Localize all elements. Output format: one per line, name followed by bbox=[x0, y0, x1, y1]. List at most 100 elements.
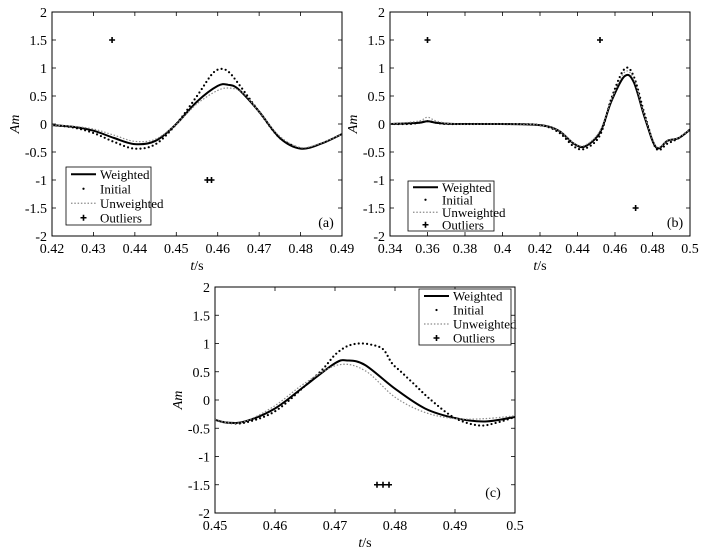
legend-box bbox=[418, 288, 512, 346]
series-initial-point bbox=[242, 421, 246, 424]
series-initial-point bbox=[669, 140, 673, 144]
panel-label: (a) bbox=[318, 216, 334, 231]
series-initial-point bbox=[502, 419, 505, 422]
series-initial-point bbox=[84, 129, 87, 132]
outlier-marker bbox=[109, 37, 116, 43]
series-initial-point bbox=[659, 148, 662, 151]
series-initial-point bbox=[436, 404, 440, 408]
series-initial-point bbox=[461, 420, 464, 423]
series-initial-point bbox=[414, 122, 417, 125]
series-initial-point bbox=[332, 355, 335, 358]
series-initial-point bbox=[135, 147, 138, 150]
series-initial-point bbox=[473, 423, 477, 426]
series-initial-point bbox=[131, 147, 134, 150]
series-initial-point bbox=[454, 417, 457, 420]
x-tick-label: 0.42 bbox=[528, 242, 553, 257]
y-tick-label: -1 bbox=[35, 174, 47, 189]
y-tick-label: 1.5 bbox=[30, 34, 48, 49]
series-initial-point bbox=[167, 131, 170, 134]
series-initial-point bbox=[293, 394, 296, 397]
series-initial-point bbox=[595, 138, 599, 142]
series-initial-point bbox=[567, 140, 570, 144]
x-tick-label: 0.36 bbox=[415, 242, 440, 257]
x-tick-label: 0.49 bbox=[330, 242, 355, 257]
series-unweighted-line bbox=[52, 87, 342, 149]
x-tick-label: 0.49 bbox=[443, 519, 468, 534]
series-initial-point bbox=[281, 405, 284, 408]
y-tick-label: 0.5 bbox=[193, 366, 211, 381]
chart-panel-2: -2 -1.5 -1 -0.5 0 0.5 1 1.5 2 0.45 0.46 0.47 0.48 0.4… bbox=[171, 281, 524, 547]
series-initial-point bbox=[250, 419, 254, 422]
y-axis-label: Am bbox=[171, 391, 186, 411]
series-initial-point bbox=[465, 421, 468, 424]
y-tick-label: 0 bbox=[203, 394, 210, 409]
series-initial-point bbox=[335, 352, 338, 355]
legend-swatch-initial bbox=[82, 187, 85, 190]
series-initial-point bbox=[585, 146, 589, 149]
y-tick-label: 1.5 bbox=[368, 34, 386, 49]
series-initial-point bbox=[178, 118, 181, 121]
series-initial-point bbox=[577, 148, 581, 151]
series-initial-point bbox=[482, 424, 485, 427]
series-initial-point bbox=[477, 424, 481, 427]
series-initial-point bbox=[390, 362, 393, 365]
legend-entry-label: Weighted bbox=[100, 167, 150, 182]
series-initial-point bbox=[255, 107, 259, 111]
y-tick-label: 0 bbox=[378, 118, 385, 133]
legend-entry-label: Initial bbox=[453, 303, 484, 318]
series-initial-point bbox=[374, 344, 377, 347]
outlier-marker bbox=[597, 37, 603, 43]
series-initial-point bbox=[598, 135, 601, 138]
series-initial-point bbox=[388, 358, 391, 361]
series-initial-point bbox=[451, 122, 454, 126]
series-initial-point bbox=[415, 385, 418, 388]
series-initial-point bbox=[424, 393, 427, 397]
y-axis-label: Am bbox=[8, 115, 23, 135]
series-initial-point bbox=[248, 97, 251, 100]
series-initial-point bbox=[361, 342, 365, 345]
series-initial-point bbox=[345, 345, 348, 348]
series-initial-point bbox=[440, 407, 443, 410]
series-initial-point bbox=[270, 412, 273, 415]
series-initial-point bbox=[95, 133, 99, 136]
series-initial-point bbox=[486, 423, 489, 427]
series-initial-path bbox=[52, 69, 301, 149]
series-initial-point bbox=[161, 137, 165, 140]
series-initial-point bbox=[198, 91, 201, 94]
y-tick-label: 0.5 bbox=[30, 90, 48, 105]
series-initial-point bbox=[600, 131, 603, 134]
legend-swatch-outliers bbox=[422, 221, 429, 228]
chart-panel-1: -2 -1.5 -1 -0.5 0 0.5 1 1.5 2 0.34 0.36 0.38 0.4 0.42… bbox=[346, 6, 699, 274]
series-initial-point bbox=[243, 90, 246, 94]
x-tick-label: 0.46 bbox=[263, 519, 288, 534]
y-tick-label: -0.5 bbox=[188, 422, 210, 437]
series-initial-point bbox=[210, 74, 213, 77]
y-tick-label: 2 bbox=[40, 6, 47, 21]
series-initial-point bbox=[193, 98, 196, 101]
series-initial-point bbox=[119, 143, 122, 146]
series-initial-point bbox=[393, 365, 396, 368]
outlier-marker bbox=[424, 37, 431, 43]
series-initial-point bbox=[384, 351, 387, 354]
y-tick-label: -0.5 bbox=[25, 146, 47, 161]
series-initial-point bbox=[88, 130, 91, 133]
series-initial-point bbox=[574, 146, 577, 149]
series-initial-path bbox=[390, 68, 690, 151]
series-initial-point bbox=[321, 368, 324, 371]
y-tick-label: -1 bbox=[373, 174, 385, 189]
series-initial-point bbox=[433, 402, 436, 405]
series-weighted-line bbox=[215, 359, 515, 425]
y-tick-label: 2 bbox=[378, 6, 385, 21]
legend-swatch-outliers bbox=[80, 214, 87, 221]
series-initial-point bbox=[205, 80, 208, 84]
series-initial-point bbox=[79, 128, 83, 131]
series-initial-point bbox=[401, 122, 404, 126]
chart-panel-0: -2 -1.5 -1 -0.5 0 0.5 1 1.5 2 0.42 0.43 0.44 0.45 0.4… bbox=[8, 6, 354, 274]
series-initial-point bbox=[227, 71, 231, 74]
series-initial-point bbox=[396, 367, 399, 371]
x-tick-label: 0.38 bbox=[453, 242, 478, 257]
series-initial-point bbox=[405, 122, 408, 126]
